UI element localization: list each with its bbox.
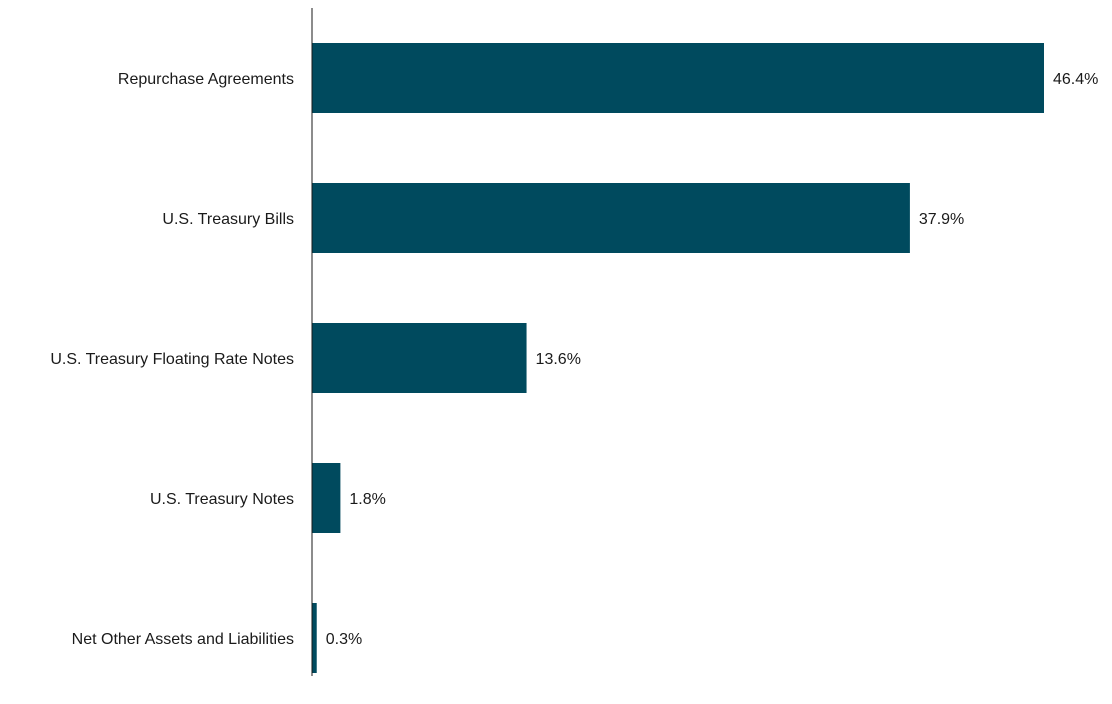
category-label-0: Repurchase Agreements [118,71,294,88]
value-label-0: 46.4% [1053,71,1098,88]
bar-4 [312,603,317,673]
bar-1 [312,183,910,253]
value-label-3: 1.8% [349,491,385,508]
category-label-4: Net Other Assets and Liabilities [72,631,294,648]
value-label-2: 13.6% [536,351,581,368]
value-label-1: 37.9% [919,211,964,228]
bars-group [312,43,1044,673]
category-label-2: U.S. Treasury Floating Rate Notes [50,351,294,368]
category-label-1: U.S. Treasury Bills [162,211,294,228]
category-label-3: U.S. Treasury Notes [150,491,294,508]
labels-group: Repurchase Agreements 46.4% U.S. Treasury … [50,71,1098,648]
bar-2 [312,323,527,393]
value-label-4: 0.3% [326,631,362,648]
bar-0 [312,43,1044,113]
bar-3 [312,463,341,533]
